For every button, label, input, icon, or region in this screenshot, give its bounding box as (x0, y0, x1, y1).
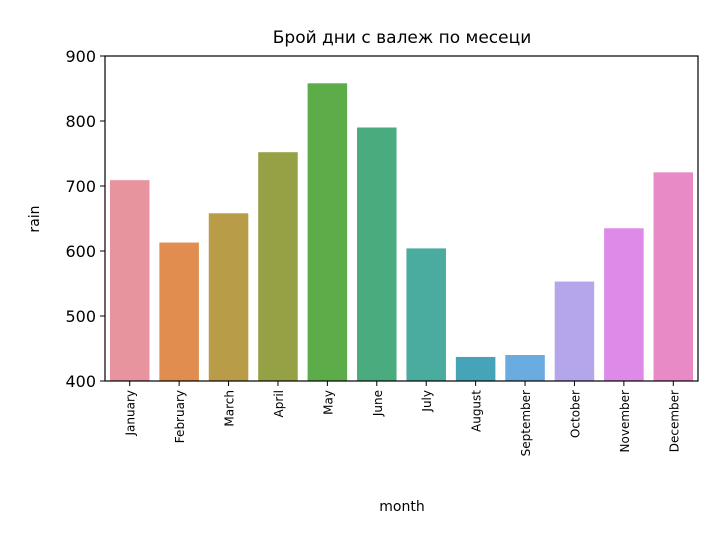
bar-february (159, 242, 199, 381)
y-tick-label-900: 900 (65, 47, 96, 66)
y-tick-label-400: 400 (65, 372, 96, 391)
x-tick-label-may: May (321, 390, 335, 415)
y-axis-label: rain (27, 205, 43, 232)
bars-group (109, 83, 694, 382)
x-tick-label-november: November (618, 390, 632, 452)
x-tick-label-march: March (223, 390, 237, 427)
bar-january (109, 180, 150, 381)
x-tick-label-june: June (371, 390, 385, 417)
y-tick-label-500: 500 (65, 307, 96, 326)
y-tick-label-800: 800 (65, 112, 96, 131)
x-axis-label: month (379, 499, 424, 515)
bar-august (455, 356, 496, 381)
bar-april (258, 152, 298, 381)
bar-march (208, 213, 249, 381)
bar-july (406, 248, 446, 381)
y-tick-label-700: 700 (65, 177, 96, 196)
y-tick-label-600: 600 (65, 242, 96, 261)
x-tick-label-december: December (667, 390, 681, 452)
x-tick-label-july: July (420, 390, 434, 413)
x-tick-label-august: August (470, 390, 484, 432)
bar-december (653, 172, 694, 381)
bar-may (307, 83, 348, 382)
x-tick-label-october: October (568, 390, 582, 438)
x-tick-label-february: February (173, 390, 187, 443)
x-axis: January February March April May June July Augu… (124, 381, 681, 456)
bar-october (554, 281, 595, 381)
bar-september (505, 355, 545, 381)
bar-june (357, 127, 397, 381)
x-tick-label-september: September (519, 390, 533, 456)
x-tick-label-january: January (124, 390, 138, 437)
x-tick-label-april: April (272, 390, 286, 417)
y-axis: 400 500 600 700 800 900 (65, 47, 105, 391)
plot-frame (104, 55, 699, 382)
chart-title: Брой дни с валеж по месеци (273, 28, 532, 48)
bar-november (604, 228, 644, 381)
